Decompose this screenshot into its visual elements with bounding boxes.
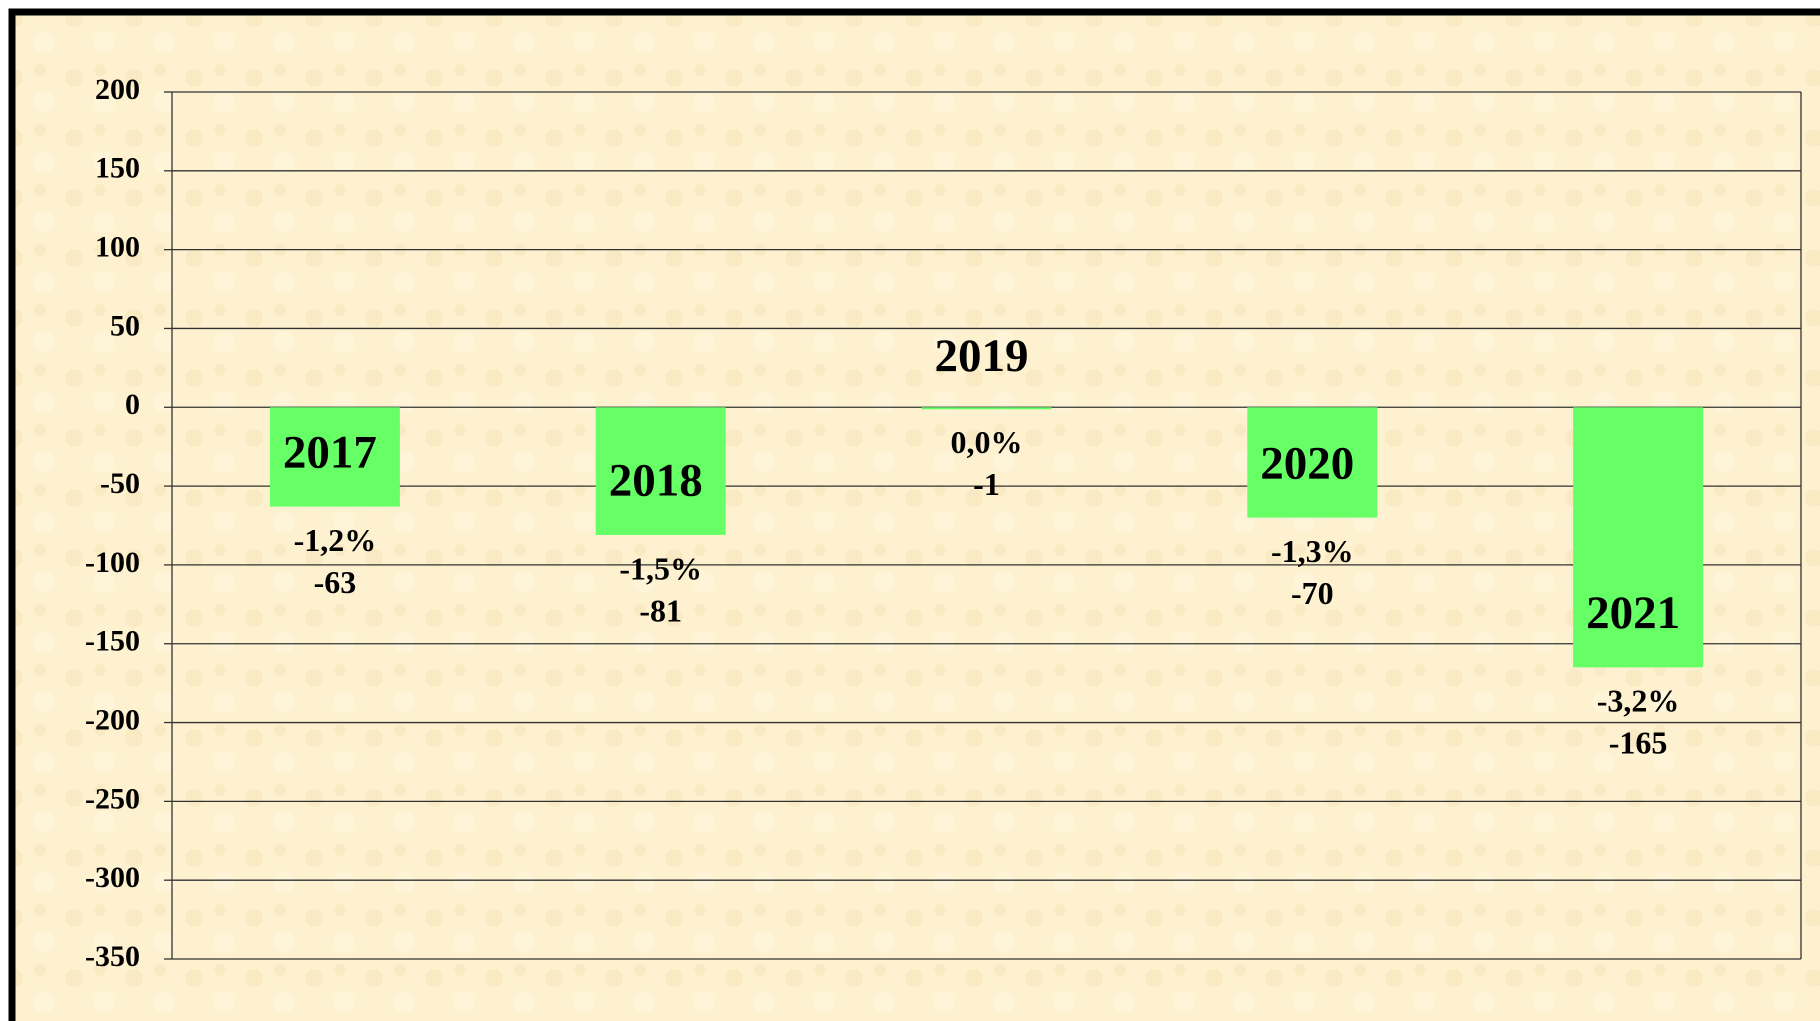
bar: [595, 407, 726, 535]
y-tick-label: -250: [85, 782, 140, 815]
y-tick-label: -200: [85, 703, 140, 736]
percent-label: -3,2%: [1597, 683, 1680, 719]
y-tick-label: -300: [85, 861, 140, 894]
category-label: 2021: [1586, 587, 1680, 639]
y-tick-label: 0: [125, 388, 140, 421]
chart-frame: [8, 8, 1820, 1021]
value-label: -1: [973, 466, 1000, 502]
y-tick-label: 200: [95, 73, 140, 106]
y-tick-label: -350: [85, 940, 140, 973]
category-label: 2017: [283, 426, 377, 478]
y-tick-label: -100: [85, 546, 140, 579]
category-label: 2019: [935, 330, 1029, 382]
category-label: 2020: [1260, 437, 1354, 489]
bar: [921, 407, 1052, 410]
percent-label: -1,3%: [1271, 533, 1354, 569]
value-label: -63: [314, 564, 357, 600]
y-tick-label: -50: [100, 467, 140, 500]
bar: [269, 407, 400, 507]
value-label: -165: [1609, 725, 1668, 761]
y-tick-label: 150: [95, 152, 140, 185]
bar: [1573, 407, 1704, 668]
value-label: -70: [1291, 575, 1334, 611]
y-tick-label: 100: [95, 231, 140, 264]
category-label: 2018: [609, 455, 703, 507]
y-tick-label: -150: [85, 625, 140, 658]
percent-label: -1,2%: [294, 522, 377, 558]
bar: [1247, 407, 1378, 518]
percent-label: -1,5%: [619, 550, 702, 586]
percent-label: 0,0%: [951, 424, 1023, 460]
y-tick-label: 50: [110, 309, 140, 342]
value-label: -81: [639, 592, 682, 628]
